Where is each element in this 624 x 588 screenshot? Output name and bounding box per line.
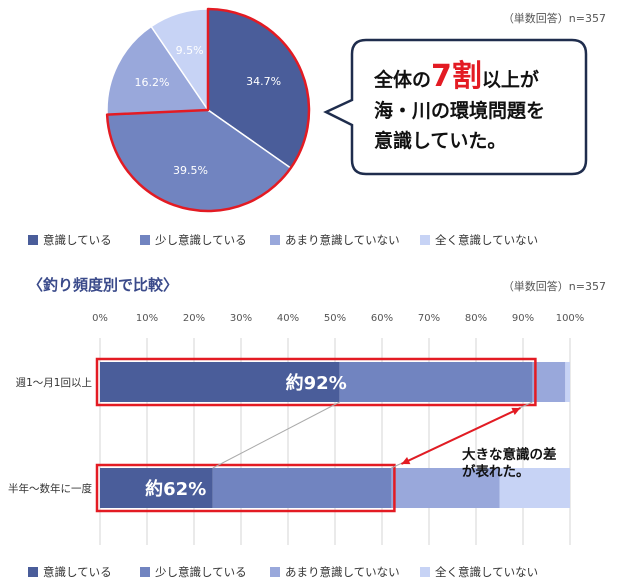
legend-swatch-3 — [270, 567, 280, 577]
bottom-sample-note: （単数回答）n=357 — [503, 279, 606, 293]
x-tick-label-9: 90% — [512, 313, 534, 324]
legend-label-4: 全く意識していない — [435, 233, 538, 247]
legend-label-4: 全く意識していない — [435, 565, 538, 579]
legend-swatch-3 — [270, 235, 280, 245]
legend-swatch-4 — [420, 235, 430, 245]
gap-arrow-head-end — [511, 407, 521, 415]
legend-swatch-1 — [28, 567, 38, 577]
legend-label-2: 少し意識している — [155, 233, 247, 247]
x-tick-label-8: 80% — [465, 313, 487, 324]
x-tick-label-5: 50% — [324, 313, 346, 324]
pie-slice-label-1: 34.7% — [246, 75, 281, 88]
gap-arrow-line — [400, 407, 521, 465]
annotation-line-2: が表れた。 — [462, 463, 530, 480]
highlight-box-2 — [95, 463, 396, 513]
stacked-bar-chart: 0% 10% 20% 30% 40% 50% 60% 70% 80% 90% 100% 週1〜月1回以… — [8, 313, 584, 545]
callout-part-a: 全体の — [373, 68, 431, 91]
section-title: 〈釣り頻度別で比較〉 — [28, 276, 178, 294]
callout-line-1: 全体の7割以上が — [373, 59, 539, 94]
highlight-label-2: 約62% — [145, 478, 206, 500]
bar-segment-r2-s2 — [212, 468, 392, 508]
annotation-line-1: 大きな意識の差 — [462, 446, 557, 463]
callout-outline — [323, 38, 588, 176]
bar-segment-r2-s1 — [100, 468, 213, 508]
pie-slice-label-2: 39.5% — [173, 164, 208, 177]
row-label-1: 週1〜月1回以上 — [16, 377, 92, 389]
legend-label-2: 少し意識している — [155, 565, 247, 579]
legend-top: 意識している 少し意識している あまり意識していない 全く意識していない — [28, 233, 538, 247]
pie-chart: 34.7% 39.5% 16.2% 9.5% — [105, 7, 311, 213]
pie-slice-3 — [106, 25, 210, 116]
legend-label-3: あまり意識していない — [285, 565, 400, 579]
bar-segment-r2-s4 — [499, 468, 570, 508]
x-tick-label-4: 40% — [277, 313, 299, 324]
callout-line-3: 意識していた。 — [374, 129, 506, 152]
highlight-label-1: 約92% — [286, 372, 347, 394]
legend-swatch-2 — [140, 235, 150, 245]
legend-swatch-1 — [28, 235, 38, 245]
legend-swatch-2 — [140, 567, 150, 577]
bar-segment-r1-s3 — [532, 362, 566, 402]
callout-part-b: 以上が — [482, 68, 539, 91]
bar-segment-r1-s4 — [565, 362, 570, 402]
legend-label-1: 意識している — [43, 233, 112, 247]
top-sample-note: （単数回答）n=357 — [503, 11, 606, 25]
x-tick-label-3: 30% — [230, 313, 252, 324]
pie-slice-label-4: 9.5% — [176, 44, 204, 57]
gap-arrow-head-start — [401, 457, 411, 465]
bar-segment-r2-s3 — [391, 468, 500, 508]
x-tick-label-2: 20% — [183, 313, 205, 324]
x-tick-label-1: 10% — [136, 313, 158, 324]
callout-bubble: 全体の7割以上が 海・川の環境問題を 意識していた。 — [323, 38, 588, 176]
callout-line-2: 海・川の環境問題を — [374, 99, 545, 122]
pie-slice-label-3: 16.2% — [135, 76, 170, 89]
legend-label-1: 意識している — [43, 565, 112, 579]
x-tick-label-0: 0% — [92, 313, 108, 324]
x-tick-label-6: 60% — [371, 313, 393, 324]
bar-segment-r1-s2 — [339, 362, 533, 402]
callout-emphasis: 7割 — [431, 59, 482, 94]
legend-label-3: あまり意識していない — [285, 233, 400, 247]
legend-swatch-4 — [420, 567, 430, 577]
highlight-box-1 — [95, 357, 537, 407]
bar-segment-r1-s1 — [100, 362, 340, 402]
legend-bottom: 意識している 少し意識している あまり意識していない 全く意識していない — [28, 565, 538, 579]
x-tick-label-10: 100% — [556, 313, 585, 324]
pie-highlight-outline — [105, 7, 311, 213]
connector-line-1 — [212, 401, 340, 469]
x-tick-label-7: 70% — [418, 313, 440, 324]
row-label-2: 半年〜数年に一度 — [8, 482, 92, 495]
